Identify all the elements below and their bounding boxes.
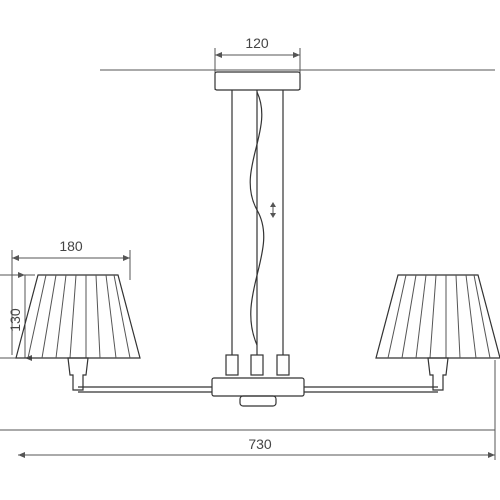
- dim-canopy-width: 120: [100, 35, 495, 90]
- adjustable-icon: [270, 202, 276, 218]
- lampshade-left: [16, 275, 140, 390]
- dim-shade-height: 130: [0, 275, 35, 358]
- suspension: [232, 90, 283, 355]
- dim-overall-width-value: 730: [248, 436, 272, 452]
- dim-overall-width: 730: [0, 360, 495, 460]
- dim-shade-height-value: 130: [7, 308, 23, 332]
- drawing-canvas: 120 180 130: [0, 0, 500, 500]
- canopy: [215, 72, 300, 90]
- dim-canopy-width-value: 120: [245, 35, 269, 51]
- center-hub: [78, 355, 438, 406]
- lampshade-right: [376, 275, 500, 390]
- dim-shade-width-value: 180: [59, 238, 83, 254]
